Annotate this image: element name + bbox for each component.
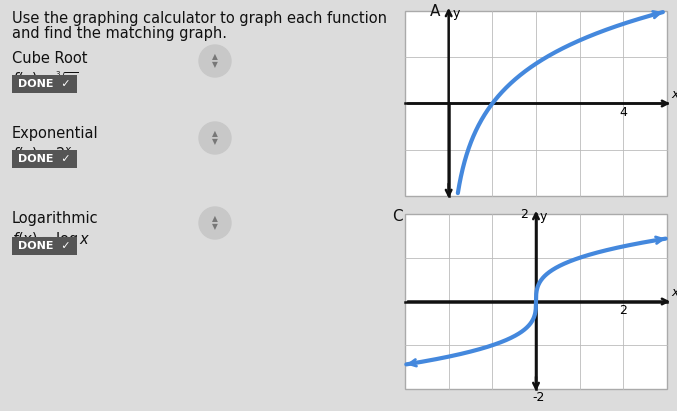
Text: DONE  ✓: DONE ✓ [18, 154, 71, 164]
Text: $f(x)=2^x$: $f(x)=2^x$ [12, 145, 73, 164]
Text: y: y [540, 210, 548, 223]
Bar [12, 75, 77, 93]
Text: y: y [453, 7, 460, 20]
Text: ▼: ▼ [212, 60, 218, 69]
Text: x: x [671, 286, 677, 300]
Text: 4: 4 [619, 106, 627, 120]
Text: ▲: ▲ [212, 215, 218, 224]
Text: A: A [430, 4, 440, 19]
Text: DONE  ✓: DONE ✓ [18, 241, 71, 251]
Text: DONE  ✓: DONE ✓ [18, 79, 71, 89]
Circle shape [199, 207, 231, 239]
Text: -2: -2 [532, 391, 544, 404]
Bar [12, 237, 77, 255]
Text: Logarithmic: Logarithmic [12, 211, 99, 226]
Circle shape [199, 45, 231, 77]
Text: $f(x)=\log x$: $f(x)=\log x$ [12, 230, 91, 249]
Text: Cube Root: Cube Root [12, 51, 87, 66]
Text: and find the matching graph.: and find the matching graph. [12, 26, 227, 41]
Circle shape [199, 122, 231, 154]
Text: ▲: ▲ [212, 129, 218, 139]
Text: $f(x)=\sqrt[3]{x}$: $f(x)=\sqrt[3]{x}$ [12, 70, 79, 89]
Bar [405, 214, 667, 389]
Text: ▼: ▼ [212, 222, 218, 231]
Text: 2: 2 [619, 305, 627, 318]
Bar [405, 11, 667, 196]
Bar [12, 150, 77, 168]
Text: Use the graphing calculator to graph each function: Use the graphing calculator to graph eac… [12, 11, 387, 26]
Text: ▼: ▼ [212, 138, 218, 146]
Text: 2: 2 [520, 208, 528, 220]
Text: Exponential: Exponential [12, 126, 99, 141]
Text: x: x [671, 88, 677, 102]
Text: ▲: ▲ [212, 53, 218, 62]
Text: C: C [392, 209, 403, 224]
